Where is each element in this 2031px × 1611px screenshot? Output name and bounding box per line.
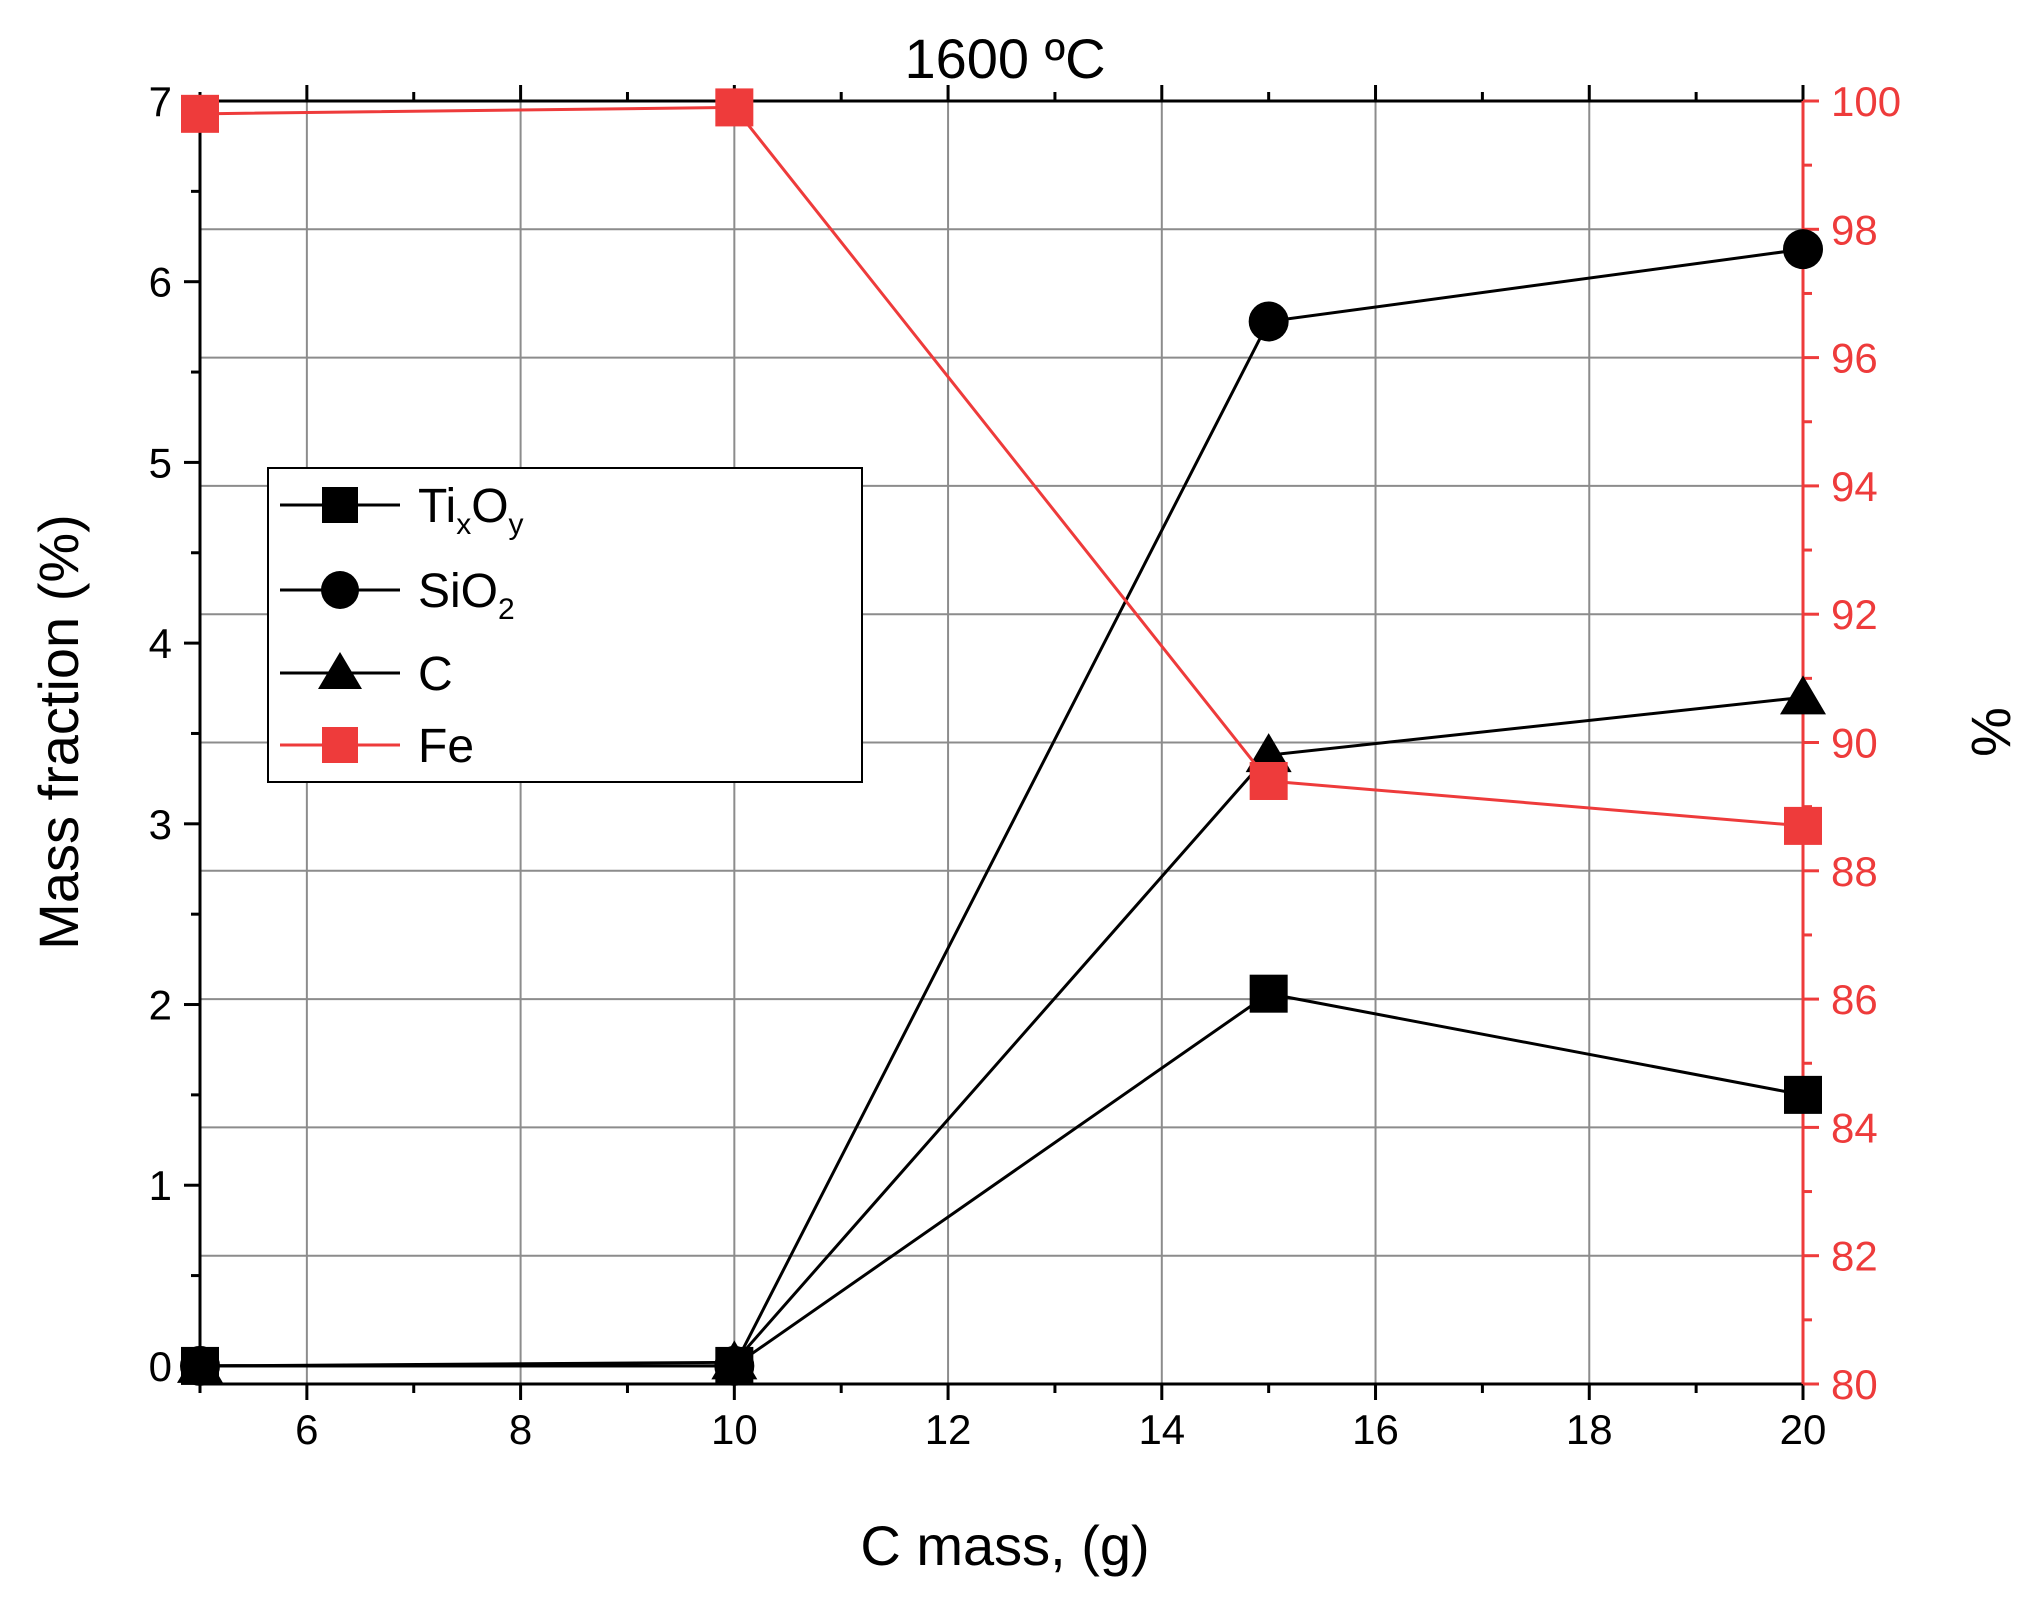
legend-marker-sio2 bbox=[321, 571, 359, 609]
data-point-tixoy bbox=[1249, 974, 1288, 1013]
legend-label-sio2: SiO2 bbox=[418, 565, 515, 626]
legend-marker-fe bbox=[322, 727, 358, 763]
series bbox=[177, 88, 1826, 1386]
axes: 6 8 10 12 14 16 18 2001234567808284868890929496… bbox=[149, 78, 1901, 1453]
legend-label-c: C bbox=[418, 648, 453, 701]
y2-tick-label: 94 bbox=[1831, 463, 1878, 510]
data-point-tixoy bbox=[1784, 1075, 1822, 1114]
y2-axis-label: % bbox=[1960, 707, 2023, 757]
chart-title: 1600 ºC bbox=[904, 27, 1105, 90]
legend-entry-tixoy: TixOy bbox=[280, 480, 524, 541]
y-tick-label: 6 bbox=[149, 259, 172, 306]
series-line-c bbox=[199, 695, 1804, 1368]
y-tick-label: 5 bbox=[149, 439, 172, 486]
y-tick-label: 3 bbox=[149, 801, 172, 848]
data-point-sio2 bbox=[1783, 229, 1823, 270]
legend-marker-tixoy bbox=[322, 487, 358, 523]
x-tick-label: 10 bbox=[711, 1406, 758, 1453]
y-axis-label: Mass fraction (%) bbox=[27, 514, 90, 950]
y2-tick-label: 84 bbox=[1831, 1104, 1878, 1151]
data-point-c bbox=[1780, 675, 1826, 715]
y2-tick-label: 88 bbox=[1831, 848, 1878, 895]
y2-tick-label: 98 bbox=[1831, 206, 1878, 253]
legend-frame bbox=[267, 467, 863, 783]
y2-tick-label: 92 bbox=[1831, 591, 1878, 638]
data-point-c bbox=[177, 1343, 223, 1383]
y-tick-label: 4 bbox=[149, 620, 172, 667]
x-tick-label: 20 bbox=[1780, 1406, 1827, 1453]
y-tick-label: 7 bbox=[149, 78, 172, 125]
data-point-sio2 bbox=[1248, 301, 1289, 342]
x-axis-label: C mass, (g) bbox=[860, 1514, 1149, 1577]
legend-label-fe: Fe bbox=[418, 720, 474, 773]
y2-tick-label: 86 bbox=[1831, 976, 1878, 1023]
x-tick-label: 8 bbox=[509, 1406, 532, 1453]
legend-marker-c bbox=[318, 652, 362, 689]
y2-tick-label: 90 bbox=[1831, 720, 1878, 767]
y2-tick-label: 100 bbox=[1831, 78, 1901, 125]
series-line-tixoy bbox=[200, 992, 1804, 1368]
data-point-fe bbox=[181, 94, 219, 133]
data-point-c bbox=[711, 1340, 758, 1380]
series-line-fe bbox=[199, 105, 1804, 828]
x-tick-label: 12 bbox=[925, 1406, 972, 1453]
x-tick-label: 6 bbox=[295, 1406, 318, 1453]
series-line-sio2 bbox=[200, 247, 1804, 1368]
y2-tick-label: 82 bbox=[1831, 1233, 1878, 1280]
grid bbox=[200, 100, 1804, 1385]
data-point-fe bbox=[1249, 761, 1288, 800]
legend-entry-sio2: SiO2 bbox=[280, 565, 515, 626]
legend: TixOy SiO2 C Fe bbox=[267, 467, 863, 783]
y-tick-label: 1 bbox=[149, 1162, 172, 1209]
legend-entry-fe: Fe bbox=[280, 720, 474, 773]
legend-entry-c: C bbox=[280, 648, 453, 701]
y-tick-label: 2 bbox=[149, 982, 172, 1029]
y2-tick-label: 96 bbox=[1831, 335, 1878, 382]
x-tick-label: 16 bbox=[1352, 1406, 1399, 1453]
y-tick-label: 0 bbox=[149, 1343, 172, 1390]
data-point-fe bbox=[715, 88, 754, 127]
x-tick-label: 18 bbox=[1566, 1406, 1613, 1453]
x-tick-label: 14 bbox=[1138, 1406, 1185, 1453]
y2-tick-label: 80 bbox=[1831, 1361, 1878, 1408]
legend-label-tixoy: TixOy bbox=[418, 480, 524, 541]
data-point-fe bbox=[1784, 806, 1822, 845]
